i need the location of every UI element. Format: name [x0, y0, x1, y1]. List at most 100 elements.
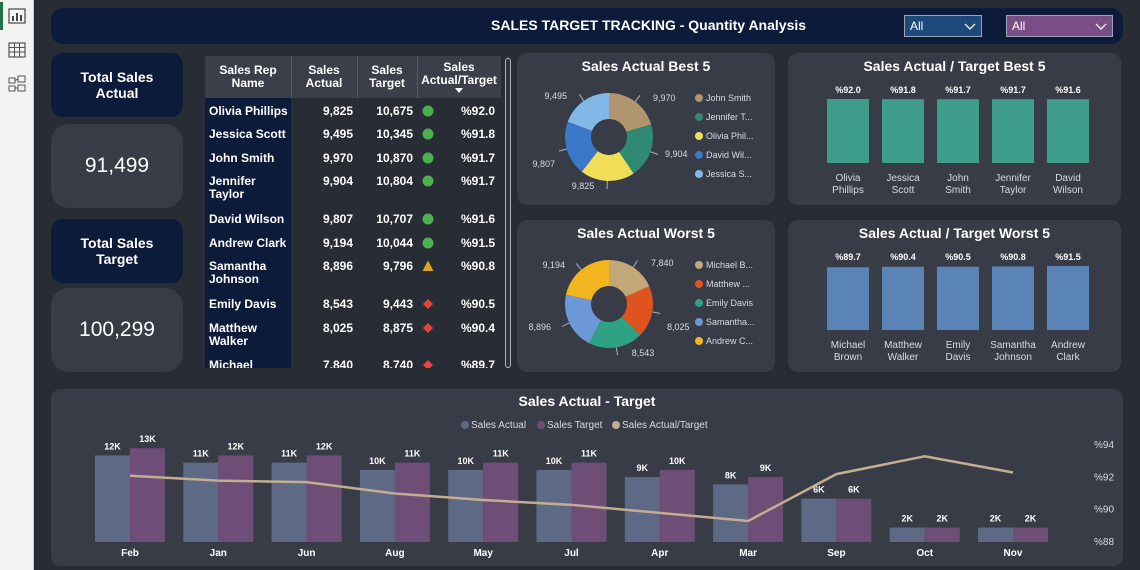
actual-bar: [95, 455, 130, 542]
legend-item[interactable]: Emily Davis: [695, 298, 753, 308]
actual-bar-label: 6K: [813, 485, 825, 495]
table-row[interactable]: Andrew Clark 9,194 10,044 %91.5: [205, 230, 501, 253]
donut-slice: [565, 260, 609, 301]
donut-slice: [567, 93, 609, 131]
chart-legend-label: Sales Actual/Target: [622, 420, 708, 431]
ratio-bar: [827, 99, 869, 163]
filter-dropdown-2[interactable]: All: [1006, 15, 1113, 37]
table-row[interactable]: Jessica Scott 9,495 10,345 %91.8: [205, 121, 501, 145]
donut-value-label: 9,970: [653, 93, 676, 103]
actual-bar: [448, 469, 484, 542]
legend-item[interactable]: Matthew ...: [695, 279, 750, 289]
target-bar: [130, 448, 165, 542]
status-circle-icon: [422, 237, 434, 249]
scrollbar-thumb[interactable]: [505, 58, 511, 368]
cell-actual-target-ratio: %91.7: [460, 151, 495, 165]
col-header-ratio[interactable]: Sales Actual/Target: [417, 56, 501, 98]
ratio-bar-name-line1: Michael: [831, 340, 865, 351]
kpi-actual-value: 91,499: [51, 124, 183, 208]
target-bar: [571, 462, 607, 542]
cell-sales-target: 10,345: [376, 127, 413, 141]
cell-rep-name: Jennifer Taylor: [209, 174, 256, 201]
cell-rep-name: Samantha Johnson: [209, 259, 267, 286]
legend-dot-icon: [695, 318, 703, 326]
legend-label: Olivia Phil...: [706, 131, 754, 141]
chart-legend-dot: [461, 421, 469, 429]
target-bar: [924, 527, 960, 542]
table-row[interactable]: Emily Davis 8,543 9,443 %90.5: [205, 291, 501, 315]
status-triangle-icon: [422, 260, 434, 271]
table-row[interactable]: David Wilson 9,807 10,707 %91.6: [205, 206, 501, 230]
cell-rep-name: Michael: [209, 358, 254, 369]
best5-ratio-title: Sales Actual / Target Best 5: [863, 58, 1046, 74]
ratio-bar-value: %90.8: [1000, 252, 1026, 262]
table-row[interactable]: Matthew Walker 8,025 8,875 %90.4: [205, 315, 501, 352]
table-row[interactable]: Samantha Johnson 8,896 9,796 %90.8: [205, 253, 501, 291]
status-circle-shape: [422, 237, 434, 249]
table-row[interactable]: Olivia Phillips 9,825 10,675 %92.0: [205, 98, 501, 121]
table-row[interactable]: John Smith 9,970 10,870 %91.7: [205, 145, 501, 168]
table-row[interactable]: Jennifer Taylor 9,904 10,804 %91.7: [205, 168, 501, 206]
ratio-bar: [882, 99, 924, 163]
cell-rep-name: Jessica Scott: [209, 127, 286, 141]
legend-item[interactable]: Andrew C...: [695, 336, 753, 346]
legend-item[interactable]: David Wil...: [695, 150, 752, 160]
legend-item[interactable]: Jennifer T...: [695, 112, 752, 122]
table-scrollbar[interactable]: [504, 56, 512, 368]
filter-dropdown-1[interactable]: All: [904, 15, 982, 37]
status-circle-shape: [422, 213, 434, 225]
table-view-icon[interactable]: [7, 40, 27, 60]
col-header-target[interactable]: Sales Target: [369, 63, 405, 90]
target-bar: [218, 455, 254, 542]
cell-sales-actual: 8,896: [322, 259, 353, 273]
ratio-bar-name-line1: David: [1055, 173, 1081, 184]
legend-item[interactable]: Samantha...: [695, 317, 755, 327]
cell-rep-name: Emily Davis: [209, 297, 277, 311]
y2-tick-label: %90: [1094, 505, 1114, 516]
status-triangle-shape: [422, 260, 434, 271]
legend-dot-icon: [695, 151, 703, 159]
ratio-bar: [1047, 99, 1089, 163]
status-circle-icon: [422, 175, 434, 187]
target-bar-label: 13K: [139, 434, 156, 444]
legend-label: Jessica S...: [706, 169, 753, 179]
best5-donut-chart: 9,970 9,904 9,825 9,807 9,495: [532, 91, 687, 191]
cell-sales-actual: 8,543: [322, 297, 353, 311]
donut-slice: [565, 294, 601, 344]
donut-leader-line: [575, 263, 582, 271]
col-header-actual[interactable]: Sales Actual: [305, 63, 343, 90]
status-diamond-icon: [423, 299, 433, 309]
ratio-bar: [992, 266, 1034, 330]
legend-item[interactable]: Jessica S...: [695, 169, 752, 179]
x-tick-label: Apr: [651, 548, 668, 559]
actual-target-card: Sales Actual - Target Sales Actual Sales …: [51, 389, 1123, 566]
legend-item[interactable]: Michael B...: [695, 260, 753, 270]
ratio-bar-name-line2: Davis: [945, 352, 970, 363]
x-tick-label: Jan: [210, 548, 227, 559]
table-row[interactable]: Michael 7,840 8,740 %89.7: [205, 352, 501, 368]
donut-leader-line: [650, 151, 659, 155]
donut-slice: [581, 151, 634, 182]
cell-actual-target-ratio: %90.4: [460, 321, 495, 335]
cell-actual-target-ratio: %91.8: [460, 127, 495, 141]
x-tick-label: Nov: [1004, 548, 1023, 559]
legend-item[interactable]: John Smith: [695, 93, 751, 103]
donut-value-label: 8,025: [667, 322, 690, 332]
status-circle-shape: [422, 152, 434, 164]
actual-target-chart: Sales Actual Sales Target Sales Actual/Tar…: [95, 420, 1114, 559]
report-view-icon[interactable]: [7, 6, 27, 26]
donut-slice: [619, 124, 653, 174]
ratio-bar-name-line1: Matthew: [884, 340, 923, 351]
actual-bar: [801, 498, 837, 542]
status-diamond-icon: [423, 360, 433, 368]
cell-sales-target: 8,740: [382, 358, 413, 369]
legend-item[interactable]: Olivia Phil...: [695, 131, 754, 141]
donut-slice: [565, 121, 598, 172]
model-view-icon[interactable]: [7, 74, 27, 94]
ratio-bar-name-line1: Jessica: [886, 173, 920, 184]
chart-legend-dot: [612, 421, 620, 429]
col-header-rep[interactable]: Sales Rep Name: [219, 63, 277, 90]
y2-tick-label: %94: [1094, 440, 1114, 451]
cell-rep-name: John Smith: [209, 151, 275, 165]
